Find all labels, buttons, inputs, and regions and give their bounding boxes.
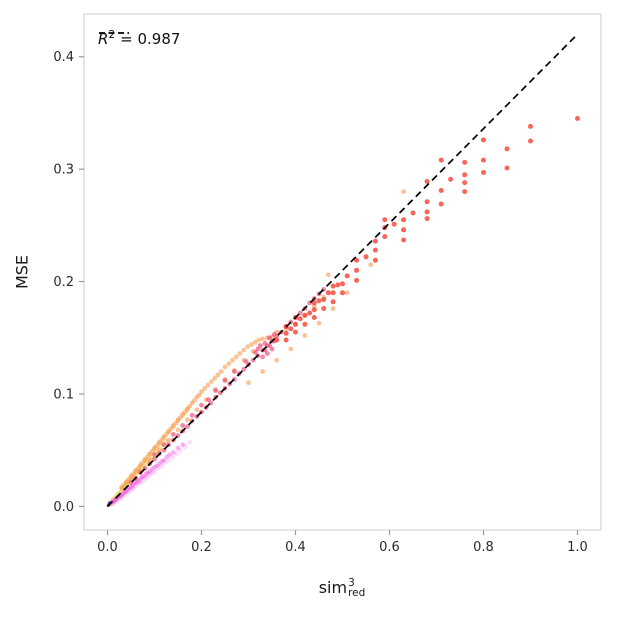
svg-text:0.0: 0.0 [97,540,118,555]
svg-text:0.6: 0.6 [379,540,400,555]
svg-text:0.3: 0.3 [53,163,74,178]
x-axis-label: sim 3 red [318,577,366,599]
legend-label: R2 = 0.987 [98,30,180,48]
svg-text:0.1: 0.1 [53,387,74,402]
svg-text:0.2: 0.2 [53,275,74,290]
y-axis-ticks: 0.0 0.1 0.2 0.3 0.4 [53,50,84,515]
svg-text:0.8: 0.8 [473,540,494,555]
regression-dashed-line [106,33,579,507]
x-axis-label-scripts: 3 red [348,577,366,599]
x-axis-label-base: sim [318,577,348,597]
scatter-points [106,116,580,507]
svg-text:0.4: 0.4 [285,540,306,555]
svg-text:1.0: 1.0 [567,540,588,555]
y-axis-label: MSE [12,254,32,290]
axes-frame [83,13,602,531]
x-axis-label-subscript: red [348,587,366,599]
svg-text:0.2: 0.2 [191,540,212,555]
legend: R2 = 0.987 [98,30,180,48]
x-axis-label-superscript: 3 [348,577,355,589]
legend-squared-exponent: 2 [108,29,116,41]
dashed-line-legend-sample [99,32,129,34]
x-axis-ticks: 0.0 0.2 0.4 0.6 0.8 1.0 [97,530,588,555]
legend-value: = 0.987 [120,30,181,48]
svg-text:0.0: 0.0 [53,500,74,515]
legend-r-symbol: R [98,30,109,48]
svg-text:0.4: 0.4 [53,50,74,65]
